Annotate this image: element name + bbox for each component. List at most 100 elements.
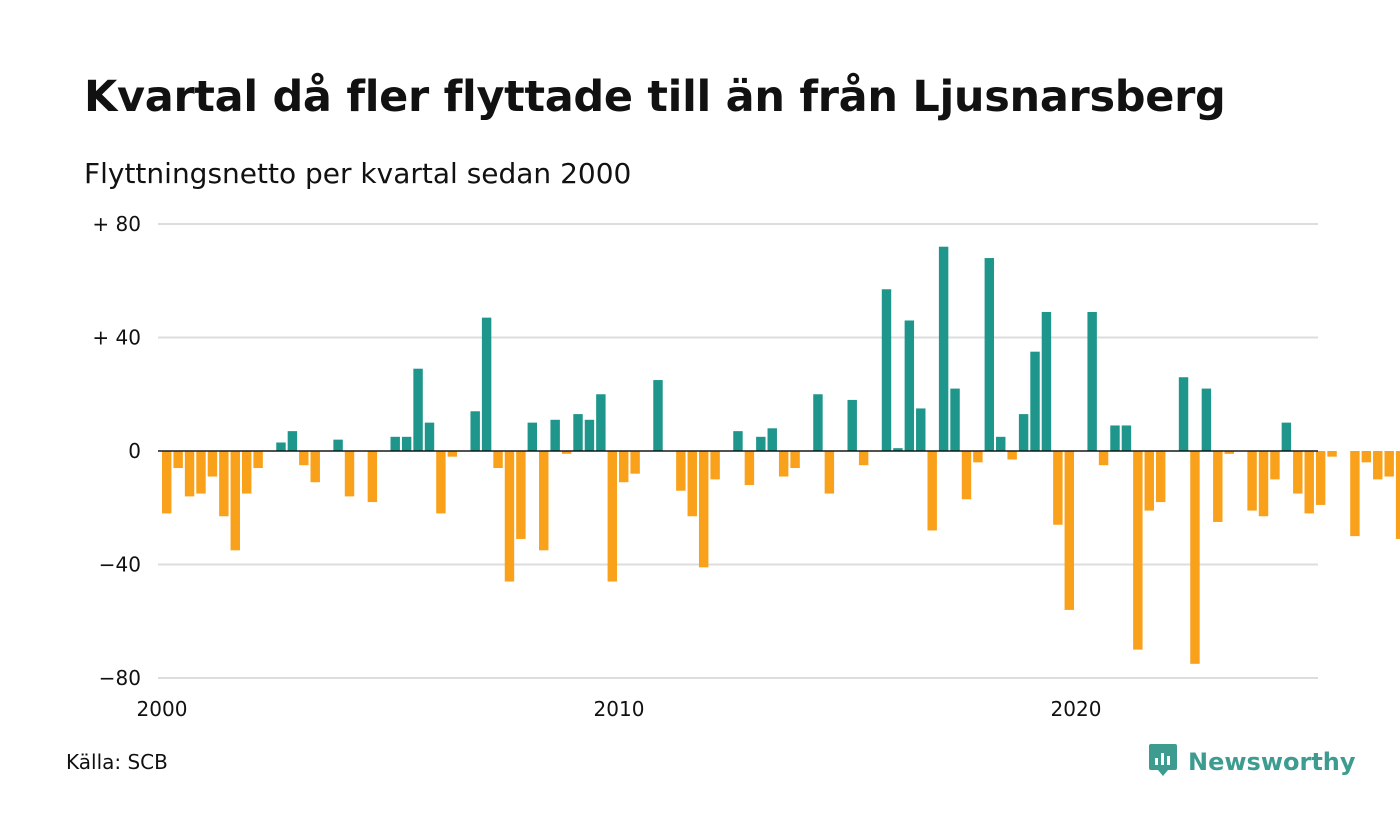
x-tick-label: 2020	[1051, 697, 1102, 721]
bar: 2020 Q3: -5	[1098, 451, 1109, 466]
bar: 2009 Q2: 11	[584, 419, 595, 451]
bar: 2024 Q1: -23	[1258, 451, 1269, 517]
bar: 2011 Q3: -23	[687, 451, 697, 517]
bar: 2008 Q2: -35	[539, 451, 549, 551]
bar: undefined: -31	[1395, 451, 1400, 539]
bar: 2003 Q2: -11	[310, 451, 320, 483]
bar: 2001 Q4: -15	[241, 451, 252, 494]
bar: 2005 Q1: 5	[390, 436, 400, 451]
bar: 2002 Q3: 3	[276, 442, 286, 451]
bar: 2006 Q4: 14	[470, 411, 480, 451]
bar: 2013 Q1: 5	[756, 436, 766, 451]
bar: 2012 Q4: -12	[744, 451, 755, 486]
bar: 2025 Q2: -19	[1315, 451, 1326, 505]
bar: 2013 Q3: -9	[778, 451, 789, 477]
bar: 2000 Q2: -6	[173, 451, 183, 469]
bar-chart: 2000 Q1: -222000 Q2: -62000 Q3: -162000 …	[92, 212, 1400, 721]
bar: 2017 Q4: -4	[973, 451, 983, 463]
bar: 2010 Q4: 25	[653, 380, 663, 451]
bar: 2001 Q3: -35	[230, 451, 240, 551]
bar: 2018 Q3: -3	[1007, 451, 1017, 460]
bar: 2017 Q3: -17	[961, 451, 972, 500]
bar: 2021 Q1: 9	[1121, 425, 1132, 451]
bar: 2006 Q1: -22	[436, 451, 446, 514]
bar: 2016 Q1: 1	[893, 448, 903, 451]
bar: 2002 Q4: 7	[287, 431, 298, 451]
chart-title: Kvartal då fler flyttade till än från Lj…	[84, 72, 1226, 122]
axis-labels: + 80 + 40 0 −40 −80 2000 2010 2020	[92, 212, 1318, 721]
bar: 2005 Q2: 5	[401, 436, 412, 451]
bar: 2002 Q1: -6	[253, 451, 263, 469]
y-tick-label: −80	[99, 666, 141, 690]
bar: undefined: -4	[1361, 451, 1372, 463]
bar: 2025 Q1: -22	[1304, 451, 1314, 514]
bar: 2015 Q1: 18	[847, 399, 857, 451]
bar: undefined: -9	[1384, 451, 1394, 477]
bar: 2007 Q2: -6	[493, 451, 503, 469]
bar: undefined: -30	[1350, 451, 1360, 537]
bar: 2000 Q4: -15	[196, 451, 206, 494]
source-label: Källa: SCB	[66, 750, 168, 774]
x-tick-label: 2010	[594, 697, 645, 721]
bar: 2007 Q1: 47	[481, 317, 492, 451]
bar: 2015 Q2: -5	[858, 451, 869, 466]
bar: 2008 Q4: -1	[561, 451, 572, 454]
y-tick-label: −40	[99, 553, 141, 577]
bar: 2008 Q1: 10	[527, 422, 538, 452]
bar: 2012 Q1: -10	[710, 451, 720, 480]
bar: 2024 Q2: -10	[1270, 451, 1280, 480]
bar: 2023 Q1: -25	[1213, 451, 1223, 522]
brand-name: Newsworthy	[1188, 748, 1356, 776]
bar: 2007 Q4: -31	[516, 451, 526, 539]
bar: 2007 Q3: -46	[504, 451, 515, 582]
bar: 2016 Q4: -28	[927, 451, 937, 531]
bar: undefined: -2	[1327, 451, 1337, 457]
bar: 2011 Q2: -14	[676, 451, 686, 491]
bar: 2024 Q4: -15	[1293, 451, 1303, 494]
bar: 2021 Q4: -18	[1155, 451, 1166, 503]
bar: 2009 Q4: -46	[607, 451, 618, 582]
bar: 2018 Q4: 13	[1018, 414, 1029, 451]
bar: 2018 Q1: 68	[984, 258, 995, 451]
bar: 2001 Q1: -9	[207, 451, 218, 477]
bar: 2010 Q2: -8	[630, 451, 640, 474]
bar: 2004 Q1: -16	[344, 451, 355, 497]
bar: 2022 Q4: 22	[1201, 388, 1212, 451]
bar: 2019 Q3: -26	[1053, 451, 1063, 525]
bar: 2023 Q4: -21	[1247, 451, 1257, 511]
bar: 2010 Q1: -11	[619, 451, 629, 483]
bar: 2011 Q4: -41	[698, 451, 709, 568]
bar: 2023 Q2: -1	[1224, 451, 1234, 454]
bar: 2009 Q1: 13	[573, 414, 583, 451]
y-tick-label: + 40	[92, 326, 141, 350]
bar: 2000 Q1: -22	[162, 451, 172, 514]
x-tick-label: 2000	[137, 697, 188, 721]
bar: 2019 Q1: 35	[1030, 351, 1040, 451]
bar: 2009 Q3: 20	[596, 394, 606, 451]
y-tick-label: 0	[128, 439, 141, 463]
bar: 2005 Q4: 10	[424, 422, 435, 452]
bar: 2013 Q4: -6	[790, 451, 800, 469]
newsworthy-logo-icon	[1148, 742, 1178, 782]
bar: 2012 Q3: 7	[733, 431, 743, 451]
bar: 2021 Q3: -21	[1144, 451, 1154, 511]
bar: 2017 Q1: 72	[938, 246, 949, 451]
bar: 2014 Q3: -15	[824, 451, 835, 494]
bar: 2016 Q3: 15	[916, 408, 926, 451]
bar: 2001 Q2: -23	[219, 451, 229, 517]
bar: 2020 Q2: 49	[1087, 311, 1097, 451]
bar: 2019 Q2: 49	[1041, 311, 1052, 451]
bars: 2000 Q1: -222000 Q2: -62000 Q3: -162000 …	[162, 246, 1400, 664]
chart-subtitle: Flyttningsnetto per kvartal sedan 2000	[84, 157, 632, 190]
bar: 2022 Q3: -75	[1190, 451, 1200, 664]
bar: 2018 Q2: 5	[996, 436, 1006, 451]
brand-logo[interactable]: Newsworthy	[1148, 742, 1356, 782]
bar: 2016 Q2: 46	[904, 320, 915, 451]
bar: 2015 Q4: 57	[881, 289, 892, 451]
bar: 2006 Q2: -2	[447, 451, 458, 457]
bar: undefined: -10	[1373, 451, 1383, 480]
bar: 2017 Q2: 22	[950, 388, 960, 451]
bar: 2003 Q4: 4	[333, 439, 343, 451]
bar: 2014 Q2: 20	[813, 394, 823, 451]
bar: 2005 Q3: 29	[413, 368, 423, 451]
